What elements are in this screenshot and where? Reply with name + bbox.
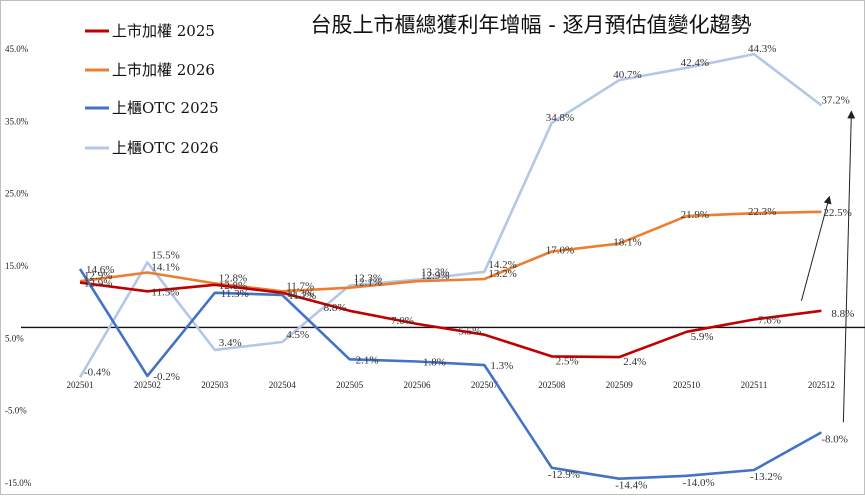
data-label: 13.3% (421, 267, 449, 279)
series-line-3 (78, 52, 823, 379)
series-line-2 (78, 268, 823, 481)
series-lines (78, 52, 823, 481)
arrow-2025-to-2026 (800, 195, 832, 301)
series-line-0 (79, 281, 822, 359)
y-tick-label: 25.0% (5, 189, 29, 199)
data-label: 11.2% (288, 290, 316, 302)
data-label: 12.8% (219, 272, 247, 284)
data-label: 8.8% (324, 302, 347, 314)
x-tick-label: 202502 (134, 380, 161, 390)
y-axis-ticks: 45.0% 35.0% 25.0% 15.0% 5.0% -5.0% -15.0% (5, 44, 32, 488)
data-label: 18.1% (613, 237, 641, 249)
data-label: 2.4% (623, 356, 646, 368)
y-tick-label: 35.0% (5, 116, 29, 126)
data-label: -8.0% (821, 433, 848, 445)
series-line-1 (79, 210, 822, 293)
data-label: 3.4% (219, 337, 242, 349)
data-labels: 12.9%11.5%12.8%11.3%8.8%7.0%5.5%2.5% 2.4%… (84, 43, 854, 492)
data-label: 12.3% (354, 273, 382, 285)
data-label: 40.7% (613, 69, 641, 81)
x-tick-label: 202511 (741, 380, 768, 390)
x-tick-label: 202507 (471, 380, 499, 390)
legend-label: 上櫃OTC 2025 (112, 99, 219, 117)
data-label: 37.2% (821, 94, 849, 106)
data-label: 5.9% (691, 331, 714, 343)
data-label: 12.9% (421, 270, 449, 282)
data-label: 4.5% (286, 329, 309, 341)
data-label: 12.8% (219, 280, 247, 292)
data-label: 11.7% (286, 280, 314, 292)
x-tick-label: 202510 (673, 380, 701, 390)
data-label: -0.4% (84, 366, 111, 378)
data-label: 14.6% (86, 264, 114, 276)
x-tick-label: 202512 (808, 380, 835, 390)
y-tick-label: -5.0% (5, 406, 27, 416)
data-label: 2.1% (356, 354, 379, 366)
data-label: 12.9% (84, 270, 112, 282)
x-axis-ticks: 202501 202502 202503 202504 202505 202506 2025… (67, 380, 835, 390)
y-tick-label: 15.0% (5, 261, 29, 271)
data-label: 2.5% (556, 355, 579, 367)
arrow-otc-2025-to-2026 (842, 110, 856, 423)
data-label: 8.8% (831, 308, 854, 320)
x-tick-label: 202503 (201, 380, 229, 390)
data-label: 1.3% (490, 360, 513, 372)
data-label: 17.0% (546, 245, 574, 257)
data-label: 12.9% (84, 278, 112, 290)
x-tick-label: 202509 (606, 380, 634, 390)
trend-arrows (800, 110, 856, 423)
legend-label: 上市加權 2026 (112, 61, 215, 79)
data-label: 42.4% (681, 57, 709, 69)
x-tick-label: 202505 (336, 380, 364, 390)
data-label: 44.3% (748, 43, 776, 55)
legend-label: 上市加權 2025 (112, 22, 215, 40)
y-tick-label: 5.0% (5, 333, 24, 343)
x-tick-label: 202508 (538, 380, 566, 390)
x-tick-label: 202506 (404, 380, 432, 390)
y-tick-label: -15.0% (5, 478, 32, 488)
data-label: 12.1% (354, 277, 382, 289)
data-label: 22.3% (748, 206, 776, 218)
data-label: -14.0% (683, 477, 715, 489)
data-label: -0.2% (153, 371, 180, 383)
y-tick-label: 45.0% (5, 44, 29, 54)
x-tick-label: 202501 (67, 380, 94, 390)
data-label: 7.6% (758, 315, 781, 327)
data-label: 7.0% (391, 315, 414, 327)
x-tick-label: 202504 (269, 380, 297, 390)
data-label: 21.9% (681, 209, 709, 221)
data-label: 11.5% (151, 286, 179, 298)
data-label: 22.5% (823, 207, 851, 219)
data-label: -12.9% (548, 469, 580, 481)
data-label: 1.8% (423, 356, 446, 368)
data-label: 14.2% (488, 259, 516, 271)
data-label: 14.1% (151, 262, 179, 274)
data-label: -13.2% (750, 471, 782, 483)
data-label: 5.5% (458, 326, 481, 338)
data-label: 11.3% (221, 288, 249, 300)
data-label: 34.8% (546, 112, 574, 124)
chart-title: 台股上市櫃總獲利年增幅 - 逐月預估值變化趨勢 (311, 13, 752, 37)
legend: 上市加權 2025 上市加權 2026 上櫃OTC 2025 上櫃OTC 2026 (85, 22, 219, 157)
data-label: 11.3% (286, 288, 314, 300)
data-label: -14.4% (615, 480, 647, 492)
legend-label: 上櫃OTC 2026 (112, 139, 219, 157)
data-label: 15.5% (151, 249, 179, 261)
data-label: 13.2% (488, 268, 516, 280)
